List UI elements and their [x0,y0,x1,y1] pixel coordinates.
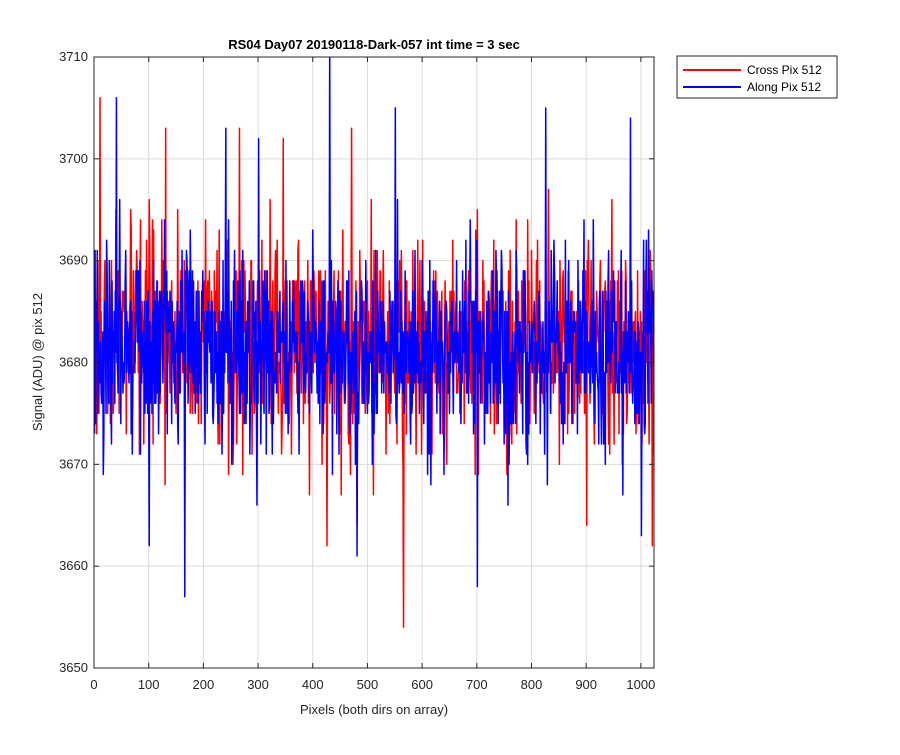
legend-label-cross-pix: Cross Pix 512 [747,63,822,77]
x-tick-label: 400 [302,677,324,692]
y-tick-label: 3680 [59,355,88,370]
x-tick-label: 500 [357,677,379,692]
y-axis-label: Signal (ADU) @ pix 512 [30,293,45,431]
x-tick-label: 800 [521,677,543,692]
series-layer [94,57,654,629]
x-tick-label: 700 [466,677,488,692]
x-tick-label: 100 [138,677,160,692]
chart-title: RS04 Day07 20190118-Dark-057 int time = … [228,37,520,52]
series-line-along-pix [94,57,654,598]
x-tick-label: 1000 [626,677,655,692]
x-tick-label: 600 [411,677,433,692]
legend-box [676,55,838,99]
x-tick-label: 0 [90,677,97,692]
ticks: 0 100 200 300 400 500 600 700 800 900 1000 3650 3660… [59,49,655,692]
y-tick-label: 3710 [59,49,88,64]
legend-label-along-pix: Along Pix 512 [747,80,821,94]
y-tick-label: 3700 [59,151,88,166]
x-tick-label: 300 [247,677,269,692]
y-tick-label: 3690 [59,253,88,268]
legend: Cross Pix 512 Along Pix 512 [676,55,838,99]
y-tick-label: 3650 [59,660,88,675]
y-tick-label: 3670 [59,456,88,471]
x-axis-label: Pixels (both dirs on array) [300,702,448,717]
y-tick-label: 3660 [59,558,88,573]
x-tick-label: 900 [575,677,597,692]
x-tick-label: 200 [193,677,215,692]
